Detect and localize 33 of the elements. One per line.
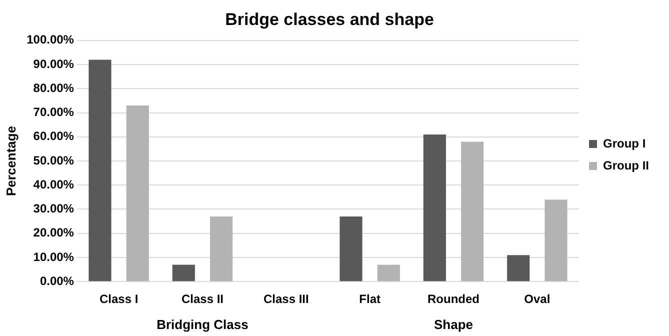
y-tick-label: 20.00% <box>33 226 74 240</box>
y-tick-label: 100.00% <box>26 32 74 47</box>
bar <box>507 255 530 282</box>
y-tick-label: 10.00% <box>33 250 74 264</box>
bar <box>172 264 195 282</box>
bar <box>377 264 400 282</box>
legend-label: Group I <box>603 136 646 150</box>
bar <box>88 60 112 282</box>
y-tick-label: 70.00% <box>33 105 74 120</box>
bar <box>126 106 149 282</box>
bar <box>423 134 446 282</box>
text: Bridging Class <box>156 317 248 332</box>
bar <box>340 216 362 282</box>
x-tick-label: Flat <box>359 292 380 306</box>
x-tick-label: Rounded <box>427 292 480 306</box>
x-tick-label: Class I <box>99 292 138 306</box>
y-tick-label: 0.00% <box>40 274 74 288</box>
y-tick-label: 40.00% <box>33 177 74 192</box>
y-tick-label: 60.00% <box>33 129 74 144</box>
x-tick-label: Class III <box>263 292 309 306</box>
bar <box>461 142 484 282</box>
y-tick-label: 80.00% <box>33 80 74 95</box>
x-tick-label: Oval <box>524 292 550 306</box>
bar <box>210 216 233 282</box>
text: Shape <box>434 317 474 332</box>
y-tick-label: 50.00% <box>33 153 74 168</box>
legend-label: Group II <box>603 158 650 172</box>
y-axis-title: Percentage <box>3 126 18 196</box>
bar <box>544 200 568 282</box>
x-tick-label: Class II <box>181 292 224 306</box>
chart-title: Bridge classes and shape <box>225 10 434 29</box>
y-tick-label: 90.00% <box>33 56 74 71</box>
y-tick-label: 30.00% <box>33 202 74 216</box>
